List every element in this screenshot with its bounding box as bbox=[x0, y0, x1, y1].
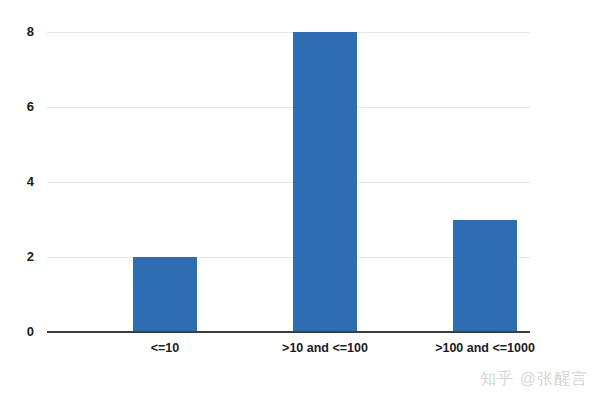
y-tick-label: 8 bbox=[0, 24, 34, 40]
y-tick-label: 4 bbox=[0, 174, 34, 190]
x-category-label: <=10 bbox=[85, 340, 245, 356]
bar bbox=[453, 220, 517, 332]
x-category-label: >100 and <=1000 bbox=[405, 340, 565, 356]
bar bbox=[293, 32, 357, 331]
x-category-label: >10 and <=100 bbox=[245, 340, 405, 356]
x-axis-line bbox=[47, 331, 530, 333]
gridline bbox=[47, 32, 530, 33]
watermark: 知乎 @张醒言 bbox=[480, 368, 588, 390]
bar-chart: 0 2 4 6 8 <=10>10 and <=100>100 and <=1000 知乎… bbox=[0, 0, 600, 404]
y-tick-label: 6 bbox=[0, 99, 34, 115]
y-tick-label: 2 bbox=[0, 249, 34, 265]
gridline bbox=[47, 107, 530, 108]
gridline bbox=[47, 182, 530, 183]
bar bbox=[133, 257, 197, 331]
y-tick-label: 0 bbox=[0, 324, 34, 340]
